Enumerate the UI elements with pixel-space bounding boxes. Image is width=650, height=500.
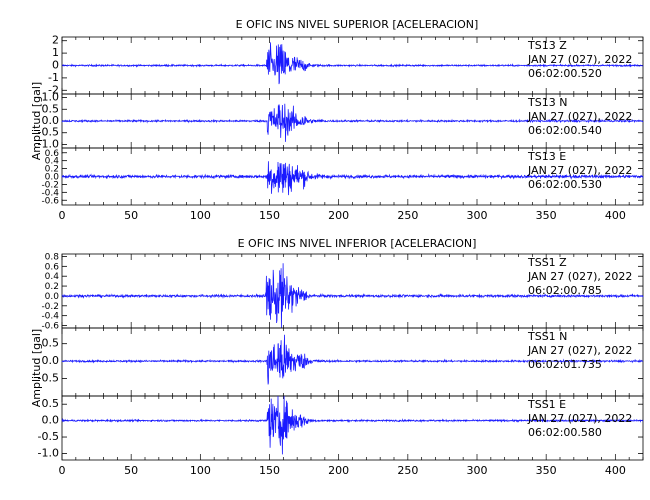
y-tick-label: -0.4: [41, 188, 59, 198]
y-tick-label: 0.5: [42, 102, 60, 115]
y-tick-label: 0.6: [45, 262, 60, 272]
y-tick-label: 0.8: [45, 252, 60, 262]
x-tick-label: 300: [467, 464, 488, 477]
trace-label: TSS1 N: [527, 330, 567, 343]
y-tick-label: 0.6: [45, 149, 60, 159]
x-tick-label: 0: [59, 464, 66, 477]
trace-time: 06:02:00.580: [528, 426, 602, 439]
x-tick-label: 350: [536, 464, 557, 477]
trace-label: TSS1 E: [527, 398, 566, 411]
y-tick-label: -0.2: [41, 302, 59, 312]
waveform-TS13-N: [61, 103, 644, 142]
figure-upper: E OFIC INS NIVEL SUPERIOR [ACELERACION] …: [30, 18, 478, 160]
waveform-TS13-E: [61, 161, 644, 196]
y-tick-label: 1.0: [42, 91, 60, 104]
y-tick-label: -0.5: [38, 430, 59, 443]
trace-label: TS13 Z: [527, 39, 567, 52]
trace-date: JAN 27 (027), 2022: [527, 164, 632, 177]
trace-date: JAN 27 (027), 2022: [527, 270, 632, 283]
y-tick-label: 2: [52, 34, 59, 47]
x-tick-label: 250: [397, 209, 418, 222]
y-tick-label: 0.0: [45, 292, 60, 302]
y-tick-label: -0.6: [41, 196, 59, 206]
trace-time: 06:02:00.530: [528, 178, 602, 191]
y-tick-label: -0.6: [41, 322, 59, 332]
x-tick-label: 0: [59, 209, 66, 222]
y-tick-label: -1.0: [38, 137, 59, 150]
y-tick-label: 0.2: [45, 282, 59, 292]
y-tick-label: -1.0: [38, 446, 59, 459]
trace-label: TS13 N: [527, 96, 567, 109]
trace-label: TSS1 Z: [527, 256, 567, 269]
x-tick-label: 50: [124, 464, 138, 477]
x-tick-label: 50: [124, 209, 138, 222]
y-tick-label: 0.5: [42, 337, 60, 350]
y-tick-label: -0.4: [41, 312, 59, 322]
lower-y-axis-label: Amplitud [gal]: [30, 329, 43, 407]
y-tick-label: 0.2: [45, 165, 59, 175]
y-tick-label: 0: [52, 59, 59, 72]
trace-time: 06:02:00.520: [528, 67, 602, 80]
trace-label: TS13 E: [527, 150, 566, 163]
y-tick-label: -0.5: [38, 372, 59, 385]
y-tick-label: -0.5: [38, 126, 59, 139]
upper-title: E OFIC INS NIVEL SUPERIOR [ACELERACION]: [236, 18, 479, 31]
x-tick-label: 100: [190, 209, 211, 222]
x-tick-label: 250: [397, 464, 418, 477]
x-tick-label: 100: [190, 464, 211, 477]
y-tick-label: 0.4: [45, 272, 60, 282]
x-tick-label: 200: [328, 464, 349, 477]
waveform-TSS1-Z: [61, 263, 644, 329]
lower-title: E OFIC INS NIVEL INFERIOR [ACELERACION]: [238, 237, 477, 250]
trace-date: JAN 27 (027), 2022: [527, 344, 632, 357]
trace-date: JAN 27 (027), 2022: [527, 110, 632, 123]
y-tick-label: 0.4: [45, 157, 60, 167]
y-tick-label: 0.0: [42, 354, 60, 367]
x-tick-label: 400: [605, 209, 626, 222]
waveform-TSS1-E: [61, 395, 644, 455]
y-tick-label: 1: [52, 46, 59, 59]
trace-date: JAN 27 (027), 2022: [527, 53, 632, 66]
y-tick-label: -1: [48, 71, 59, 84]
trace-time: 06:02:01.735: [528, 358, 602, 371]
waveform-TSS1-N: [61, 334, 644, 385]
waveform-TS13-Z: [61, 42, 644, 85]
x-tick-label: 150: [259, 464, 280, 477]
upper-y-axis-label: Amplitud [gal]: [30, 82, 43, 160]
trace-time: 06:02:00.540: [528, 124, 602, 137]
trace-date: JAN 27 (027), 2022: [527, 412, 632, 425]
trace-time: 06:02:00.785: [528, 284, 602, 297]
x-tick-label: 300: [467, 209, 488, 222]
x-tick-label: 150: [259, 209, 280, 222]
x-tick-label: 200: [328, 209, 349, 222]
y-tick-label: 0.0: [42, 114, 60, 127]
x-tick-label: 400: [605, 464, 626, 477]
y-tick-label: 0.0: [42, 414, 60, 427]
x-tick-label: 350: [536, 209, 557, 222]
figure-lower: E OFIC INS NIVEL INFERIOR [ACELERACION] …: [30, 237, 476, 407]
y-tick-label: -0.2: [41, 180, 59, 190]
y-tick-label: -2: [48, 83, 59, 96]
y-tick-label: 0.0: [45, 173, 60, 183]
y-tick-label: 0.5: [42, 397, 60, 410]
